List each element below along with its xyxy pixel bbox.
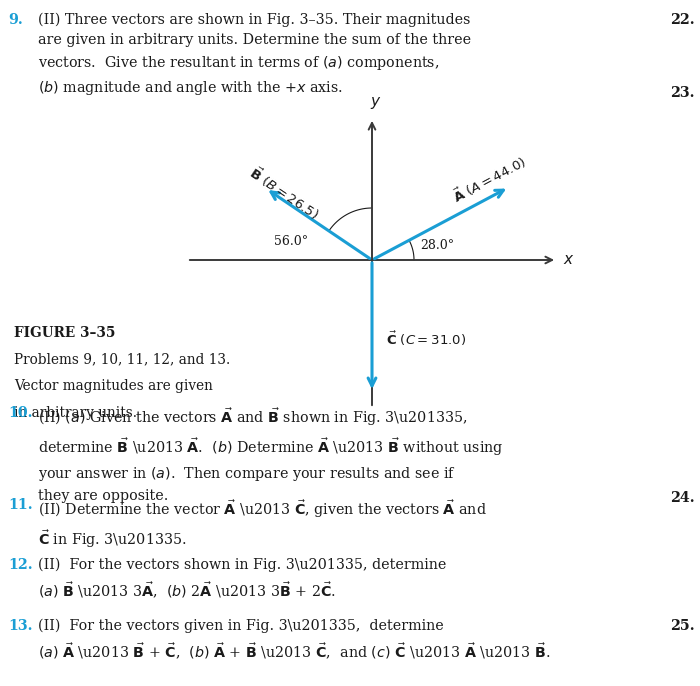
Text: 28.0°: 28.0° [420,239,454,252]
Text: (II) Determine the vector $\vec{\mathbf{A}}$ \u2013 $\vec{\mathbf{C}}$, given th: (II) Determine the vector $\vec{\mathbf{… [38,498,487,550]
Text: $\vec{\mathbf{B}}$ $(B = 26.5)$: $\vec{\mathbf{B}}$ $(B = 26.5)$ [246,163,323,223]
Text: $\vec{\mathbf{C}}$ $(C = 31.0)$: $\vec{\mathbf{C}}$ $(C = 31.0)$ [386,330,466,348]
Text: 13.: 13. [8,619,32,633]
Text: (II)  For the vectors shown in Fig. 3\u201335, determine
$(a)$ $\vec{\mathbf{B}}: (II) For the vectors shown in Fig. 3\u20… [38,558,447,601]
Text: in arbitrary units.: in arbitrary units. [14,405,137,420]
Text: 10.: 10. [8,406,32,420]
Text: Vector magnitudes are given: Vector magnitudes are given [14,379,213,393]
Text: 22.: 22. [671,13,695,27]
Text: (II) $(a)$ Given the vectors $\vec{\mathbf{A}}$ and $\vec{\mathbf{B}}$ shown in : (II) $(a)$ Given the vectors $\vec{\math… [38,406,503,503]
Text: $x$: $x$ [563,253,575,267]
Text: $y$: $y$ [370,95,382,111]
Text: 9.: 9. [8,13,23,27]
Text: 25.: 25. [671,619,695,633]
Text: 23.: 23. [671,86,695,100]
Text: FIGURE 3–35: FIGURE 3–35 [14,326,116,340]
Text: (II)  For the vectors given in Fig. 3\u201335,  determine
$(a)$ $\vec{\mathbf{A}: (II) For the vectors given in Fig. 3\u20… [38,619,551,662]
Text: 24.: 24. [671,491,695,505]
Text: 12.: 12. [8,558,33,572]
Text: $\vec{\mathbf{A}}$ $(A = 44.0)$: $\vec{\mathbf{A}}$ $(A = 44.0)$ [449,152,529,206]
Text: (II) Three vectors are shown in Fig. 3–35. Their magnitudes
are given in arbitra: (II) Three vectors are shown in Fig. 3–3… [38,13,471,97]
Text: 11.: 11. [8,498,33,512]
Text: 56.0°: 56.0° [274,235,308,248]
Text: Problems 9, 10, 11, 12, and 13.: Problems 9, 10, 11, 12, and 13. [14,353,230,366]
